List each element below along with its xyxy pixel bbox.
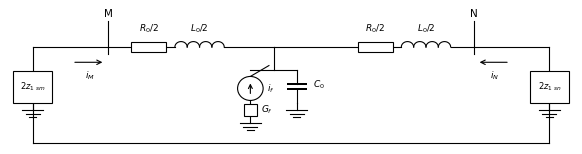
Text: $R_0/2$: $R_0/2$	[365, 22, 385, 35]
Text: $i_N$: $i_N$	[489, 70, 499, 82]
Text: $L_0/2$: $L_0/2$	[190, 22, 209, 35]
Text: $i_f$: $i_f$	[267, 82, 274, 95]
Text: $2z_{1\ sm}$: $2z_{1\ sm}$	[20, 81, 45, 93]
Text: $G_f$: $G_f$	[261, 103, 273, 116]
Text: $C_0$: $C_0$	[313, 79, 325, 91]
Circle shape	[237, 76, 263, 100]
Bar	[530, 71, 569, 103]
Text: M: M	[104, 9, 112, 19]
Text: N: N	[470, 9, 478, 19]
Text: $2z_{1\ sn}$: $2z_{1\ sn}$	[538, 81, 561, 93]
Text: $L_0/2$: $L_0/2$	[417, 22, 435, 35]
Text: $i_M$: $i_M$	[84, 70, 94, 82]
Bar	[132, 42, 166, 52]
Bar	[244, 104, 257, 116]
Bar	[13, 71, 52, 103]
Text: $R_0/2$: $R_0/2$	[139, 22, 159, 35]
Bar	[358, 42, 393, 52]
